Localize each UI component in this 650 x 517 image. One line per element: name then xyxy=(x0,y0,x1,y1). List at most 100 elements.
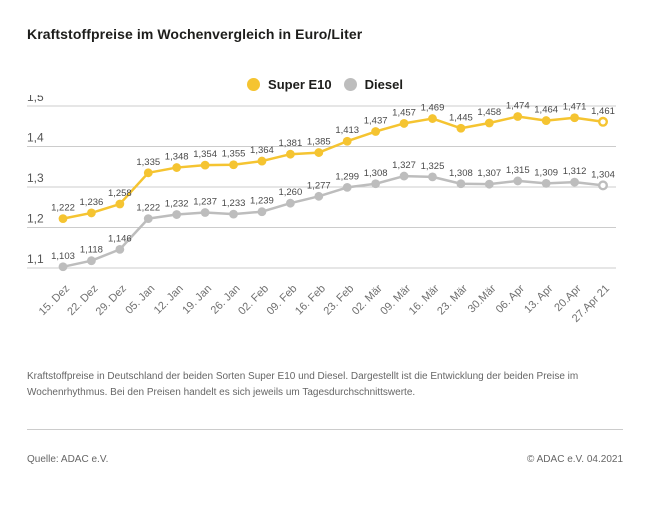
data-label: 1,385 xyxy=(307,137,331,148)
y-tick-label: 1,5 xyxy=(27,95,44,104)
data-label: 1,457 xyxy=(392,107,416,118)
data-point xyxy=(87,208,96,218)
data-point xyxy=(428,114,437,123)
data-label: 1,461 xyxy=(591,106,615,117)
data-label: 1,381 xyxy=(278,138,302,149)
data-label: 1,445 xyxy=(449,112,473,123)
data-point xyxy=(371,179,381,189)
data-point xyxy=(484,179,494,189)
footer-divider xyxy=(27,429,623,430)
data-point xyxy=(513,176,523,186)
x-tick-label: 19. Jan xyxy=(180,283,214,317)
data-label: 1,232 xyxy=(165,199,189,210)
legend-item-diesel: Diesel xyxy=(343,77,403,92)
x-tick-label: 12. Jan xyxy=(152,283,186,317)
data-label: 1,307 xyxy=(477,168,501,179)
data-label: 1,437 xyxy=(364,116,388,127)
x-tick-label: 22. Dez xyxy=(65,283,100,318)
data-label: 1,237 xyxy=(193,197,217,208)
data-label: 1,348 xyxy=(165,152,189,163)
data-point xyxy=(115,244,125,254)
data-point xyxy=(229,160,238,170)
data-label: 1,464 xyxy=(534,105,558,116)
legend-label-super-e10: Super E10 xyxy=(268,77,332,92)
data-point xyxy=(456,123,466,133)
chart-legend: Super E10 Diesel xyxy=(0,77,650,92)
x-tick-label: 23. Feb xyxy=(321,283,356,318)
series-super-e10: 1,222 1,236 1,258 1,335 1,348 1,354 1,355 1,364… xyxy=(51,101,615,223)
data-point xyxy=(257,156,267,166)
data-label: 1,315 xyxy=(506,165,530,176)
data-label: 1,309 xyxy=(534,167,558,178)
legend-item-super-e10: Super E10 xyxy=(247,77,332,92)
data-label: 1,354 xyxy=(193,149,217,160)
data-point xyxy=(172,163,182,172)
data-point xyxy=(115,199,125,209)
data-label: 1,222 xyxy=(51,203,75,214)
chart-footer: Quelle: ADAC e.V. © ADAC e.V. 04.2021 xyxy=(27,454,623,465)
data-label: 1,146 xyxy=(108,233,132,244)
data-point xyxy=(342,136,352,146)
data-point xyxy=(200,208,210,217)
source-text: Quelle: ADAC e.V. xyxy=(27,454,109,465)
data-point xyxy=(58,262,68,272)
data-point xyxy=(541,116,551,125)
data-label: 1,222 xyxy=(136,203,160,214)
data-label: 1,335 xyxy=(136,157,160,168)
data-label: 1,258 xyxy=(108,188,132,199)
chart-title: Kraftstoffpreise im Wochenvergleich in E… xyxy=(27,26,363,42)
data-label: 1,325 xyxy=(421,161,445,172)
x-tick-label: 29. Dez xyxy=(94,283,129,318)
data-point xyxy=(371,127,381,136)
y-tick-label: 1,3 xyxy=(27,171,44,185)
x-tick-label: 02. Feb xyxy=(236,283,271,318)
data-label: 1,312 xyxy=(563,166,587,177)
data-label: 1,260 xyxy=(278,187,302,198)
data-point xyxy=(314,148,324,157)
data-label: 1,474 xyxy=(506,101,530,112)
data-point xyxy=(172,210,182,219)
x-tick-label: 09. Mär xyxy=(378,282,413,317)
data-label: 1,277 xyxy=(307,180,331,191)
data-point xyxy=(541,178,551,188)
data-label: 1,118 xyxy=(80,245,103,256)
data-point xyxy=(342,183,352,192)
data-point xyxy=(570,113,579,123)
data-label: 1,299 xyxy=(335,171,359,182)
data-label: 1,469 xyxy=(421,103,445,114)
data-point xyxy=(456,179,466,189)
data-point xyxy=(399,119,409,128)
data-label: 1,458 xyxy=(477,107,501,118)
data-point xyxy=(399,171,409,181)
diesel-dot-icon xyxy=(343,78,357,91)
data-point xyxy=(285,198,295,208)
x-tick-label: 06. Apr xyxy=(494,282,527,315)
data-point xyxy=(58,214,68,223)
data-label: 1,308 xyxy=(364,168,388,179)
series-line xyxy=(61,174,605,269)
x-tick-label: 13. Apr xyxy=(522,282,555,315)
data-label: 1,239 xyxy=(250,196,274,207)
series-line xyxy=(61,115,605,220)
data-point xyxy=(598,180,609,191)
data-label: 1,103 xyxy=(51,251,75,262)
data-point xyxy=(87,256,96,266)
data-point xyxy=(570,177,579,187)
series-diesel: 1,103 1,118 1,146 1,222 1,232 1,237 1,233 1,239… xyxy=(51,160,615,272)
chart-description: Kraftstoffpreise in Deutschland der beid… xyxy=(27,371,579,398)
y-tick-label: 1,2 xyxy=(27,212,44,226)
data-point xyxy=(143,214,153,223)
data-point xyxy=(428,172,437,182)
legend-label-diesel: Diesel xyxy=(364,77,403,92)
copyright-text: © ADAC e.V. 04.2021 xyxy=(527,454,623,465)
x-tick-label: 15. Dez xyxy=(37,283,72,318)
data-point xyxy=(513,112,523,121)
data-label: 1,236 xyxy=(80,197,104,208)
data-point xyxy=(229,209,238,219)
data-point xyxy=(200,160,210,170)
super-e10-dot-icon xyxy=(247,78,261,91)
data-label: 1,308 xyxy=(449,168,473,179)
data-point xyxy=(257,207,267,217)
y-grid: 1,5 1,4 1,3 1,2 1,1 xyxy=(27,90,616,269)
